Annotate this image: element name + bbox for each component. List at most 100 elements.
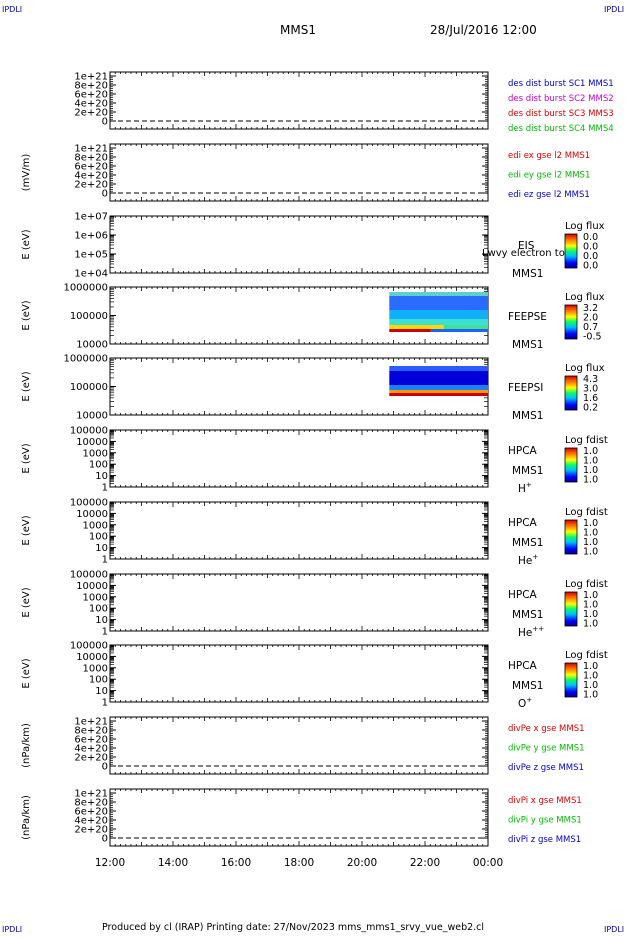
colorbar-tick-label: 0.2 <box>583 403 598 414</box>
spacecraft-label: MMS1 <box>512 268 543 280</box>
y-tick-label: 10000 <box>76 652 108 663</box>
y-tick-label: 10 <box>95 615 108 626</box>
species-charge: ++ <box>532 625 544 633</box>
colorbar-tick-label: 1.0 <box>583 537 598 548</box>
y-tick-label: 8e+20 <box>74 798 108 809</box>
instrument-label: FEEPSE <box>508 311 547 323</box>
feepsi-spectrogram <box>389 366 488 396</box>
y-axis-label: E (eV) <box>21 443 32 473</box>
footer-credit: Produced by cl (IRAP) Printing date: 27/… <box>102 922 484 933</box>
colorbar-tick-label: 0.0 <box>583 232 598 243</box>
y-tick-label: 2e+20 <box>74 108 108 119</box>
colorbar <box>564 662 578 698</box>
spectrogram-band <box>443 325 488 329</box>
feepse-spectrogram <box>389 292 488 332</box>
y-tick-label: 2e+20 <box>74 825 108 836</box>
colorbar-title: Log fdist <box>565 650 608 661</box>
corner-label-bottom-right: IPDLI <box>604 925 624 934</box>
y-tick-label: 10000 <box>76 340 108 351</box>
colorbar <box>564 375 578 411</box>
colorbar <box>564 591 578 627</box>
instrument-label: FEEPSI <box>508 382 543 394</box>
colorbar-tick-label: 4.3 <box>583 374 598 385</box>
y-tick-label: 2e+20 <box>74 180 108 191</box>
colorbar-tick-label: 1.0 <box>583 475 598 486</box>
y-tick-label: 1e+21 <box>74 789 108 800</box>
y-tick-label: 1e+06 <box>74 231 108 242</box>
y-axis-label: (nPa/km) <box>21 795 32 840</box>
spectrogram-band <box>389 296 488 310</box>
instrument-label: HPCA <box>508 517 538 529</box>
legend-entry: des dist burst SC2 MMS2 <box>508 94 614 104</box>
y-tick-label: 0 <box>102 117 108 128</box>
y-tick-label: 2e+20 <box>74 753 108 764</box>
corner-label-top-right: IPDLI <box>604 5 624 14</box>
spectrogram-band <box>389 319 488 325</box>
y-tick-label: 100000 <box>70 498 108 509</box>
legend-entry: divPe z gse MMS1 <box>508 763 584 773</box>
colorbar-tick-label: 1.0 <box>583 680 598 691</box>
legend-entry: edi ez gse l2 MMS1 <box>508 190 590 200</box>
x-tick-label: 12:00 <box>95 857 125 869</box>
y-axis-label: E (eV) <box>21 658 32 688</box>
overlay-label: Lwvy electron to <box>482 248 565 259</box>
colorbar-tick-label: 0.7 <box>583 322 598 333</box>
species-charge: + <box>526 481 532 489</box>
x-tick-label: 22:00 <box>410 857 440 869</box>
y-tick-label: 4e+20 <box>74 744 108 755</box>
panel-frame <box>109 644 489 703</box>
y-tick-label: 100000 <box>70 570 108 581</box>
spacecraft-label: MMS1 <box>512 609 543 621</box>
y-tick-label: 0 <box>102 834 108 845</box>
y-tick-label: 100 <box>89 460 108 471</box>
spacecraft-label: MMS1 <box>512 680 543 692</box>
species-label: He+ <box>518 553 538 567</box>
panel-frame <box>109 71 489 130</box>
y-tick-label: 1 <box>102 555 108 566</box>
y-tick-label: 8e+20 <box>74 81 108 92</box>
colorbar-tick-label: 0.0 <box>583 251 598 262</box>
y-tick-label: 10 <box>95 471 108 482</box>
legend-entry: des dist burst SC1 MMS1 <box>508 79 614 89</box>
colorbar-tick-label: 2.0 <box>583 313 598 324</box>
y-tick-label: 4e+20 <box>74 171 108 182</box>
panel-frame <box>109 788 489 847</box>
y-tick-label: 1 <box>102 483 108 494</box>
colorbar-title: Log flux <box>565 292 605 303</box>
y-tick-label: 1 <box>102 627 108 638</box>
colorbar <box>564 304 578 340</box>
y-tick-label: 4e+20 <box>74 99 108 110</box>
spacecraft-label: MMS1 <box>512 339 543 351</box>
y-tick-label: 1 <box>102 698 108 709</box>
colorbar-tick-label: 3.0 <box>583 384 598 395</box>
panel-4: 1000000 100000 10000 E (eV) FEEPSE MMS1 Log fl… <box>21 283 605 352</box>
y-tick-label: 1e+21 <box>74 717 108 728</box>
colorbar-title: Log flux <box>565 363 605 374</box>
y-axis-label: (mV/m) <box>21 154 32 192</box>
legend-entry: edi ey gse l2 MMS1 <box>508 171 590 181</box>
colorbar-tick-label: 1.0 <box>583 590 598 601</box>
panel-frame <box>109 215 489 274</box>
y-tick-label: 6e+20 <box>74 735 108 746</box>
y-tick-label: 0 <box>102 762 108 773</box>
panel-3: 1e+07 1e+06 1e+05 1e+04 E (eV) EIS MMS1 Log flu… <box>21 212 605 281</box>
y-tick-label: 1000 <box>83 592 108 603</box>
colorbar-tick-label: 1.0 <box>583 609 598 620</box>
y-tick-label: 1000000 <box>63 354 108 365</box>
spectrogram-band <box>430 329 488 332</box>
y-tick-label: 8e+20 <box>74 726 108 737</box>
y-tick-label: 1e+21 <box>74 144 108 155</box>
legend-entry: divPi x gse MMS1 <box>508 796 582 806</box>
colorbar-tick-label: 0.0 <box>583 261 598 272</box>
panel-frame <box>109 429 489 488</box>
y-tick-label: 10 <box>95 543 108 554</box>
species-charge: + <box>532 553 538 561</box>
y-tick-label: 1e+04 <box>74 269 108 280</box>
spectrogram-band <box>389 385 488 390</box>
species-label: O+ <box>518 696 532 710</box>
y-tick-label: 1e+05 <box>74 250 108 261</box>
